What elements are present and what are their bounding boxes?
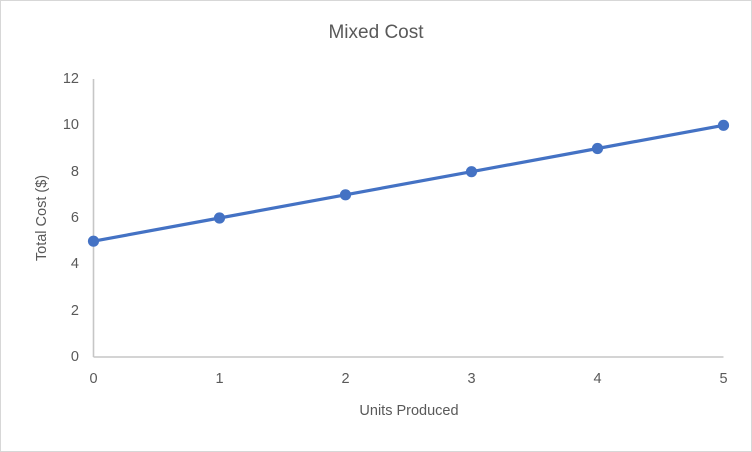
y-tick-label: 10 bbox=[62, 117, 79, 134]
x-tick-label: 5 bbox=[719, 371, 728, 387]
y-tick-label: 2 bbox=[70, 302, 79, 319]
x-tick-label: 3 bbox=[467, 371, 476, 387]
y-tick-label: 0 bbox=[70, 349, 79, 365]
y-tick-label: 12 bbox=[62, 71, 79, 87]
x-axis-title: Units Produced bbox=[359, 403, 459, 419]
x-tick-label: 0 bbox=[89, 371, 98, 387]
y-axis-title: Total Cost ($) bbox=[34, 174, 50, 262]
x-tick-label: 1 bbox=[215, 371, 224, 387]
y-tick-label: 8 bbox=[70, 163, 79, 180]
data-point-marker bbox=[465, 166, 478, 178]
data-point-marker bbox=[717, 119, 730, 131]
data-point-marker bbox=[339, 189, 352, 201]
data-point-marker bbox=[213, 212, 226, 224]
data-point-marker bbox=[591, 142, 604, 155]
series-line bbox=[91, 123, 726, 243]
y-tick-label: 6 bbox=[70, 210, 79, 226]
y-tick-label: 4 bbox=[70, 256, 79, 273]
chart-title: Mixed Cost bbox=[328, 22, 424, 43]
x-tick-label: 4 bbox=[593, 371, 602, 387]
data-point-marker bbox=[87, 235, 100, 247]
x-tick-label: 2 bbox=[341, 371, 350, 387]
